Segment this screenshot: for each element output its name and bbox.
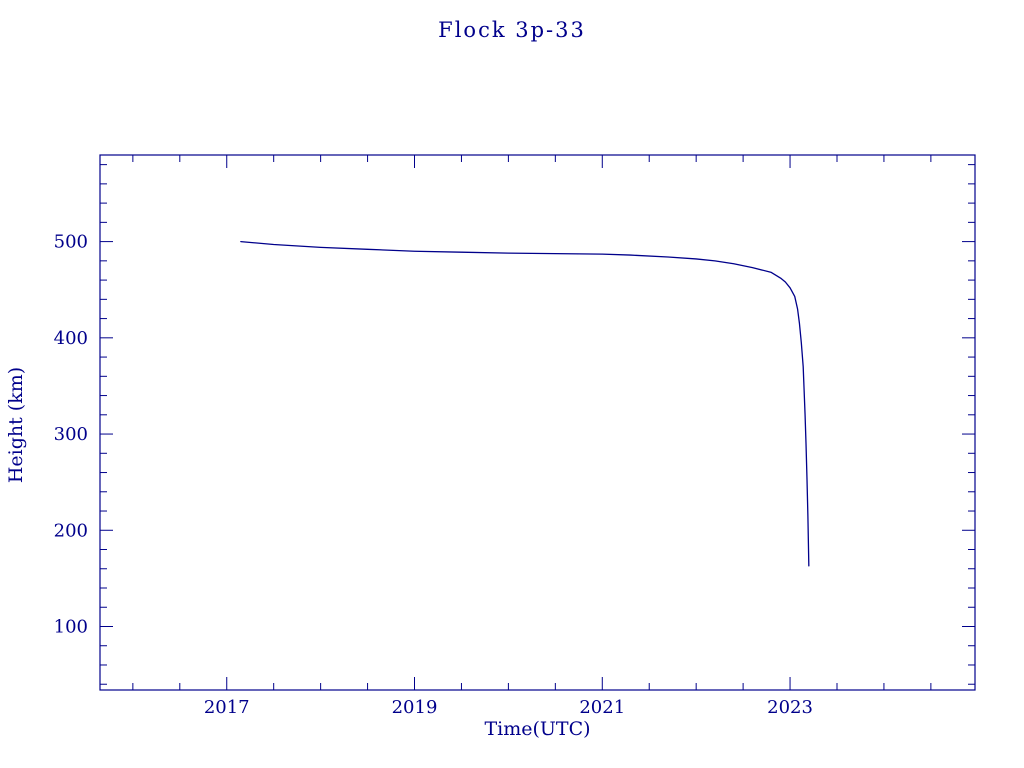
x-tick-label: 2023	[767, 697, 813, 718]
x-tick-label: 2019	[392, 697, 438, 718]
x-tick-label: 2017	[204, 697, 250, 718]
chart-title: Flock 3p-33	[438, 18, 586, 42]
y-tick-label: 400	[54, 328, 88, 349]
y-tick-label: 300	[54, 424, 88, 445]
x-axis-label: Time(UTC)	[484, 718, 591, 740]
y-tick-label: 100	[54, 616, 88, 637]
y-axis-label: Height (km)	[5, 366, 27, 484]
y-tick-label: 500	[54, 232, 88, 253]
y-tick-label: 200	[54, 520, 88, 541]
plot-border	[99, 154, 976, 691]
decay-curve	[240, 240, 810, 567]
x-tick-label: 2021	[579, 697, 625, 718]
